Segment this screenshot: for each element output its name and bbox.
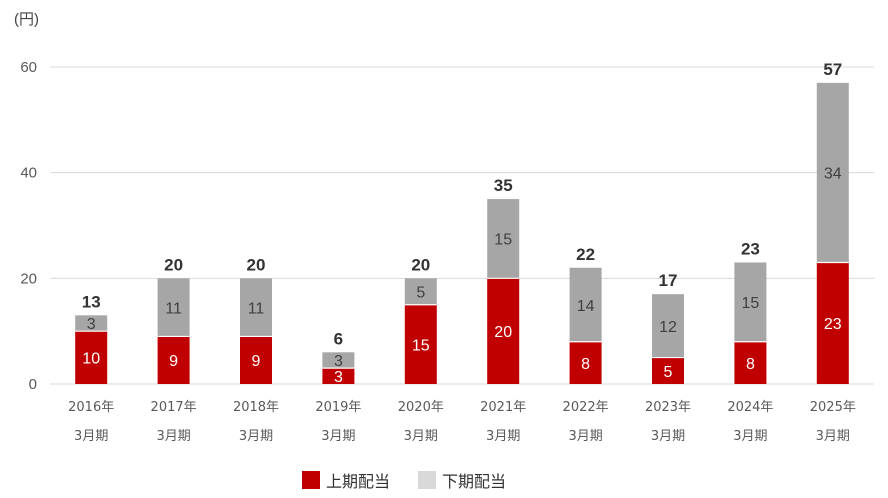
data-label-lower-6: 14 — [577, 298, 595, 315]
x-tick-label-period-2: 3月期 — [239, 429, 273, 444]
x-tick-label-period-4: 3月期 — [404, 429, 438, 444]
total-label-6: 22 — [576, 245, 595, 264]
data-label-lower-5: 15 — [494, 232, 512, 249]
total-label-0: 13 — [82, 292, 101, 311]
x-tick-label-year-9: 2025年 — [810, 400, 856, 415]
total-label-9: 57 — [823, 60, 842, 79]
legend-label-lower: 下期配当 — [442, 474, 507, 491]
data-label-upper-2: 9 — [252, 353, 261, 370]
x-tick-label-period-3: 3月期 — [321, 429, 355, 444]
bar-lower-7 — [652, 294, 684, 358]
data-label-lower-7: 12 — [659, 319, 677, 336]
legend-swatch-lower — [418, 471, 437, 489]
y-tick-label-40: 40 — [20, 165, 37, 182]
data-label-upper-0: 10 — [82, 351, 100, 368]
data-label-upper-3: 3 — [334, 369, 343, 386]
data-label-lower-2: 11 — [248, 300, 265, 317]
legend-swatch-upper — [302, 471, 320, 489]
bar-upper-5 — [487, 278, 520, 384]
total-label-1: 20 — [164, 255, 183, 274]
x-tick-label-period-8: 3月期 — [733, 429, 767, 444]
data-label-lower-4: 5 — [416, 285, 425, 302]
bar-lower-5 — [487, 199, 520, 279]
y-tick-label-60: 60 — [20, 59, 37, 76]
total-label-7: 17 — [659, 271, 678, 290]
bar-upper-6 — [569, 341, 602, 384]
bar-lower-4 — [404, 278, 437, 305]
bar-upper-4 — [404, 304, 437, 384]
bar-lower-1 — [157, 278, 190, 337]
data-label-lower-3: 3 — [334, 353, 343, 370]
bar-lower-3 — [322, 352, 355, 369]
y-tick-label-0: 0 — [29, 376, 37, 393]
data-label-lower-8: 15 — [742, 295, 760, 312]
x-tick-label-period-1: 3月期 — [156, 429, 190, 444]
bar-lower-6 — [569, 267, 602, 342]
x-tick-label-period-7: 3月期 — [651, 429, 685, 444]
data-label-lower-0: 3 — [87, 316, 96, 333]
bar-upper-9 — [816, 262, 849, 384]
total-label-3: 6 — [334, 329, 343, 348]
data-label-upper-6: 8 — [581, 356, 590, 373]
legend-label-upper: 上期配当 — [326, 474, 391, 491]
data-label-upper-7: 5 — [664, 364, 673, 381]
x-tick-label-year-8: 2024年 — [727, 400, 773, 415]
total-label-2: 20 — [247, 255, 266, 274]
bar-lower-8 — [734, 262, 767, 342]
data-label-upper-8: 8 — [746, 356, 755, 373]
x-tick-label-period-0: 3月期 — [74, 429, 108, 444]
bar-lower-0 — [75, 315, 108, 332]
bar-lower-9 — [816, 82, 849, 263]
x-tick-label-year-0: 2016年 — [68, 400, 114, 415]
bar-upper-0 — [75, 331, 108, 384]
x-tick-label-year-2: 2018年 — [233, 400, 279, 415]
y-tick-label-20: 20 — [20, 270, 37, 287]
x-tick-label-period-6: 3月期 — [568, 429, 602, 444]
data-label-upper-1: 9 — [169, 353, 178, 370]
x-tick-label-year-5: 2021年 — [480, 400, 526, 415]
legend-item-upper: 上期配当 — [302, 468, 390, 492]
bar-upper-3 — [322, 368, 355, 384]
y-axis-unit-label: (円) — [14, 11, 39, 28]
bar-upper-1 — [157, 336, 190, 384]
total-label-4: 20 — [411, 255, 430, 274]
x-tick-label-year-7: 2023年 — [645, 400, 691, 415]
data-label-upper-5: 20 — [494, 324, 512, 341]
chart-legend: 上期配当 下期配当 — [302, 468, 534, 492]
bar-upper-7 — [652, 357, 684, 384]
data-label-lower-1: 11 — [165, 300, 182, 317]
x-tick-label-year-4: 2020年 — [398, 400, 444, 415]
legend-item-lower: 下期配当 — [418, 468, 506, 492]
x-tick-label-year-6: 2022年 — [563, 400, 609, 415]
x-tick-label-period-5: 3月期 — [486, 429, 520, 444]
data-label-lower-9: 34 — [824, 166, 842, 183]
bar-upper-2 — [240, 336, 272, 384]
bar-lower-2 — [240, 278, 272, 337]
data-label-upper-4: 15 — [412, 337, 430, 354]
x-tick-label-year-1: 2017年 — [151, 400, 197, 415]
data-label-upper-9: 23 — [824, 316, 842, 333]
x-tick-label-period-9: 3月期 — [816, 429, 850, 444]
total-label-8: 23 — [741, 239, 760, 258]
bar-upper-8 — [734, 341, 767, 384]
x-tick-label-year-3: 2019年 — [315, 400, 361, 415]
total-label-5: 35 — [494, 176, 513, 195]
